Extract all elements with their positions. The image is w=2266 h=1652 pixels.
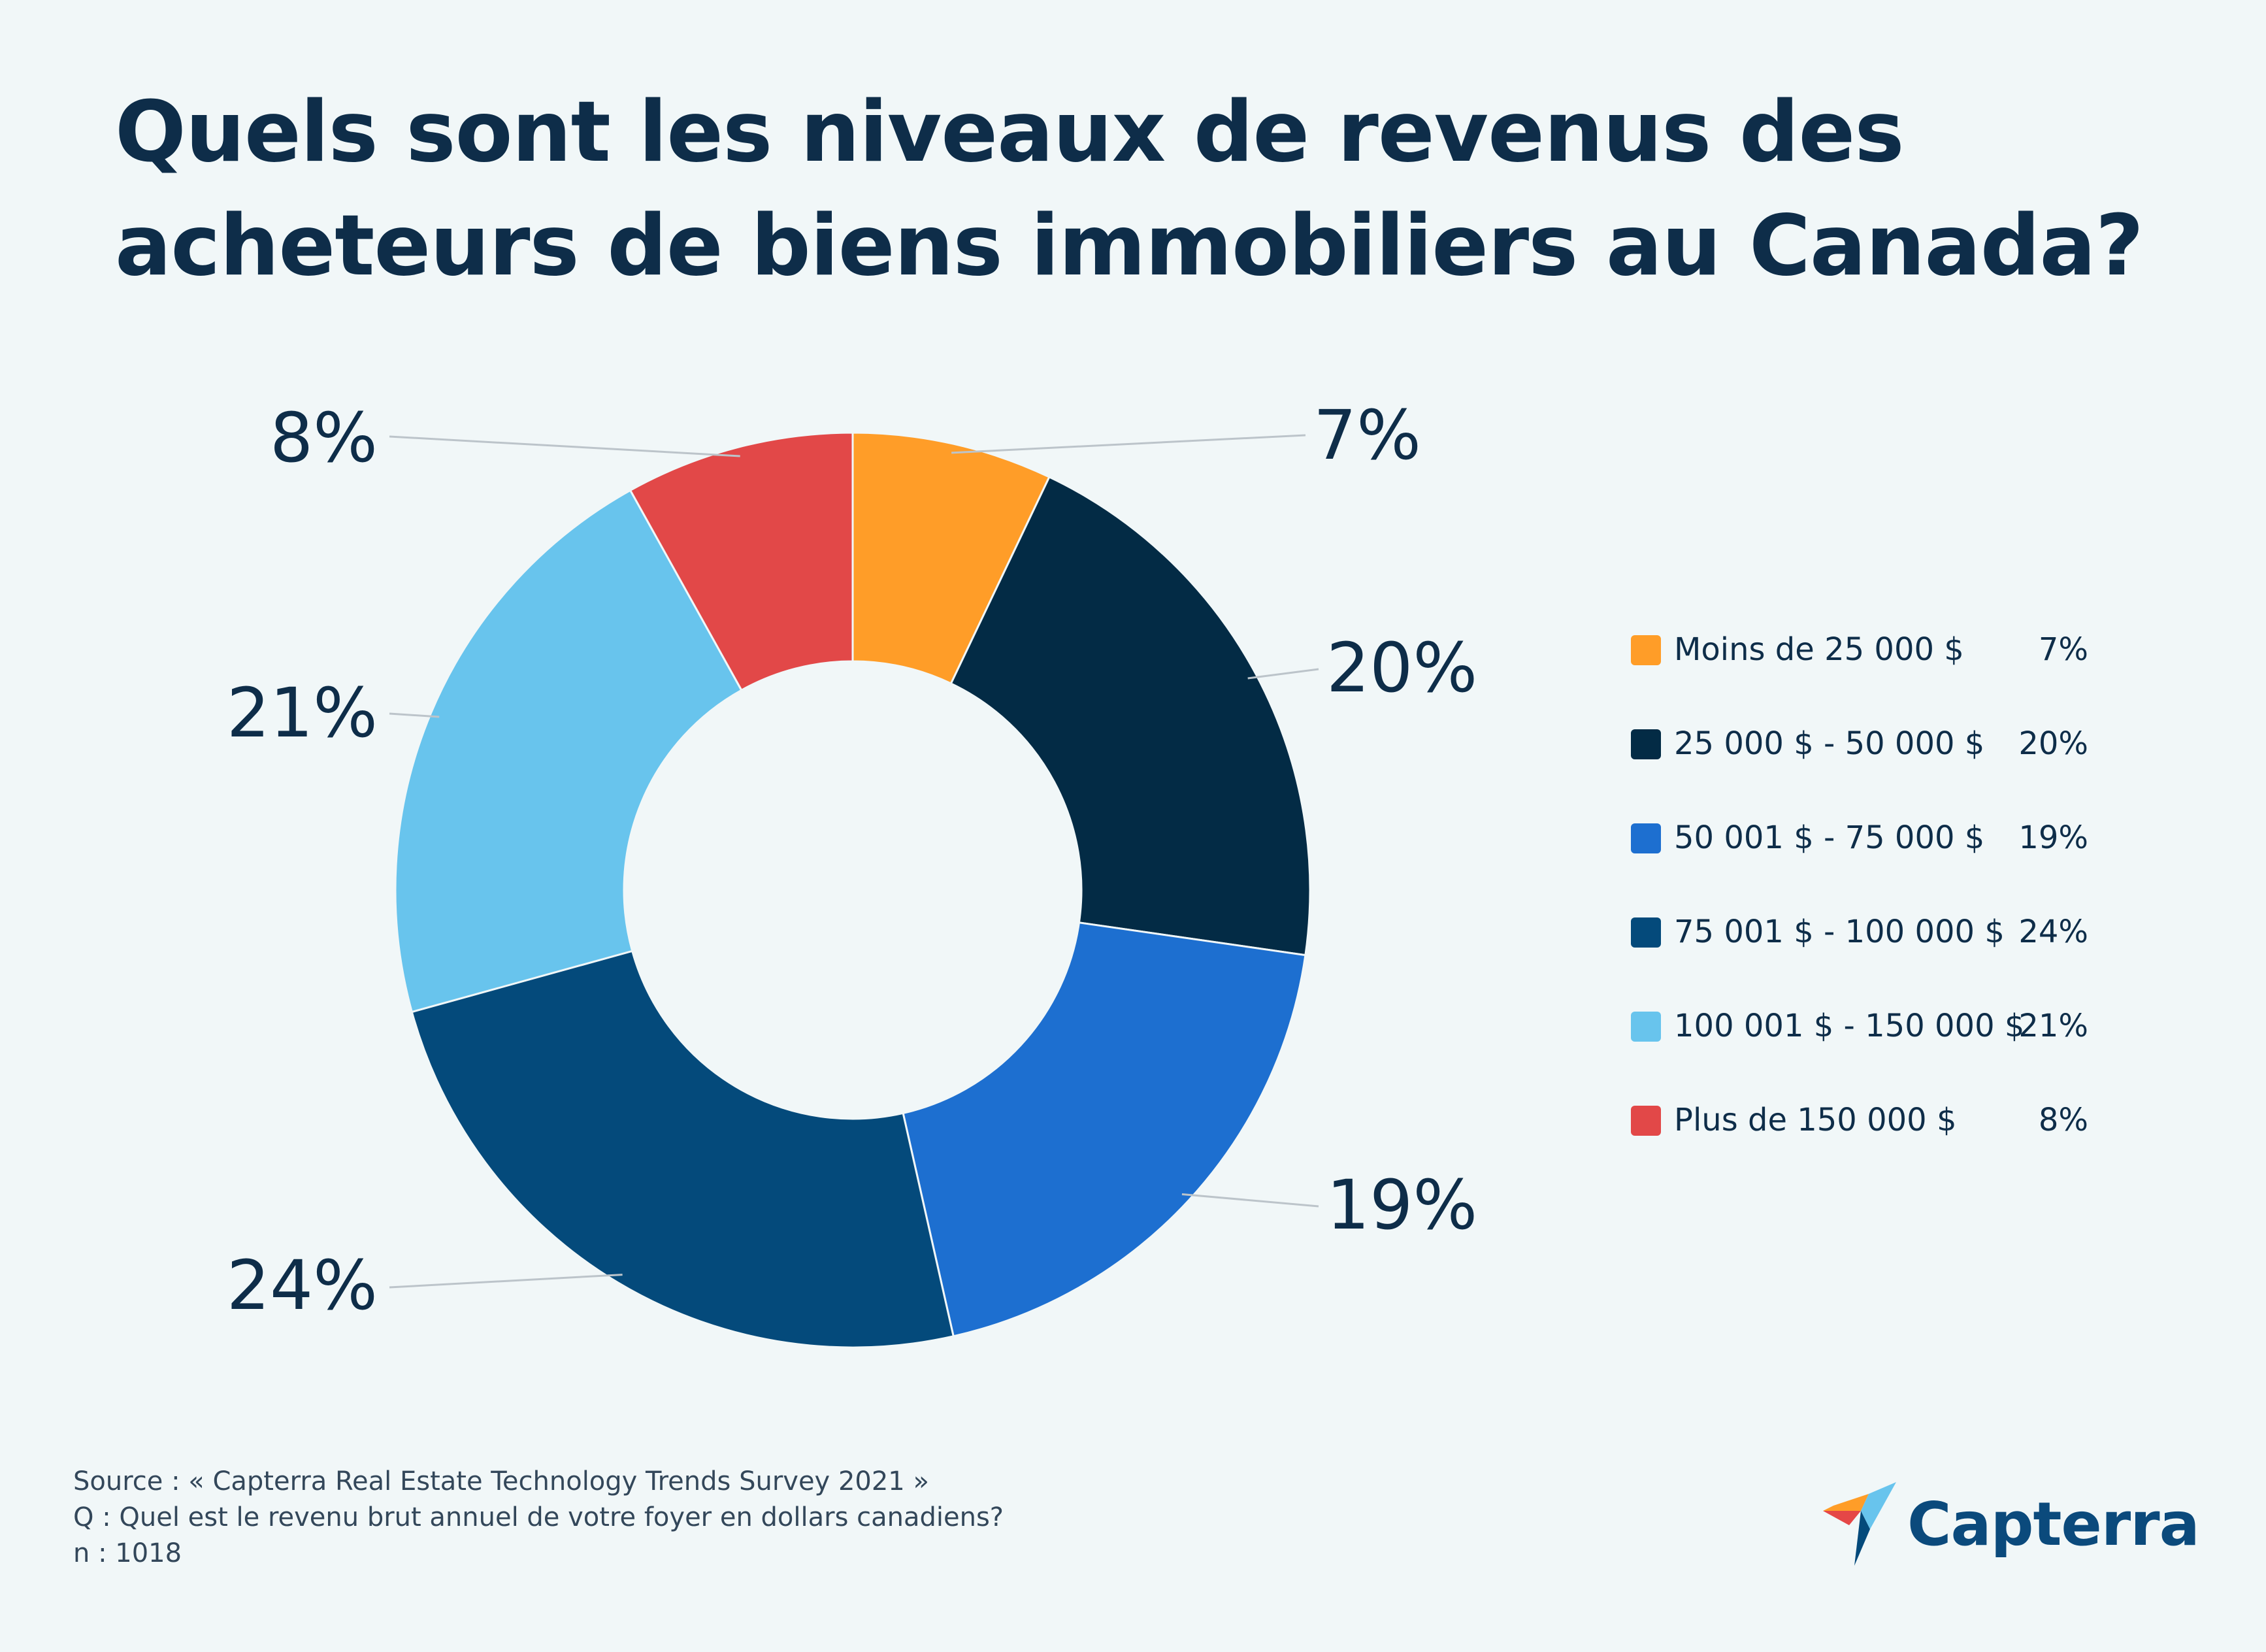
chart-footer: Source : « Capterra Real Estate Technolo…: [73, 1464, 1004, 1572]
slice-label: 8%: [270, 398, 378, 478]
capterra-logo: Capterra: [1823, 1478, 2200, 1570]
source-note: Source : « Capterra Real Estate Technolo…: [73, 1466, 929, 1496]
leader-line: [389, 1274, 623, 1289]
logo-darkblue-shard: [1854, 1511, 1870, 1566]
legend-value: 21%: [2018, 1008, 2088, 1044]
sample-size: n : 1018: [73, 1538, 182, 1568]
legend-item: Moins de 25 000 $ 7%: [1631, 626, 2088, 720]
donut-slice: [629, 431, 854, 692]
slice-label: 24%: [227, 1246, 378, 1325]
legend-item: Plus de 150 000 $ 8%: [1631, 1097, 2088, 1191]
legend-label: 25 000 $ - 50 000 $: [1674, 725, 1985, 762]
legend-label: Plus de 150 000 $: [1674, 1102, 1957, 1138]
survey-question: Q : Quel est le revenu brut annuel de vo…: [73, 1502, 1004, 1532]
legend-value: 8%: [2038, 1102, 2088, 1138]
legend-swatch: [1631, 635, 1661, 665]
slice-label: 20%: [1326, 628, 1477, 708]
leader-line: [951, 434, 1306, 454]
legend-swatch: [1631, 1106, 1661, 1136]
legend-label: 50 001 $ - 75 000 $: [1674, 819, 1985, 856]
legend-item: 50 001 $ - 75 000 $ 19%: [1631, 814, 2088, 908]
page-title-line-2: acheteurs de biens immobiliers au Canada…: [115, 197, 2144, 295]
legend-label: 100 001 $ - 150 000 $: [1674, 1008, 2025, 1044]
page-title-line-1: Quels sont les niveaux de revenus des: [115, 84, 1904, 181]
donut-slice: [410, 950, 955, 1349]
legend-item: 75 001 $ - 100 000 $ 24%: [1631, 908, 2088, 1002]
leader-line: [389, 712, 440, 718]
logo-orange-shard: [1823, 1494, 1869, 1511]
leader-line: [1181, 1193, 1319, 1208]
capterra-arrow-icon: [1823, 1482, 1896, 1566]
legend-swatch: [1631, 823, 1661, 853]
logo-lightblue-shard: [1861, 1482, 1896, 1529]
legend-value: 7%: [2038, 631, 2088, 668]
chart-legend: Moins de 25 000 $ 7% 25 000 $ - 50 000 $ 20…: [1631, 626, 2088, 1191]
legend-label: Moins de 25 000 $: [1674, 631, 1964, 668]
leader-line: [389, 435, 740, 457]
logo-red-shard: [1823, 1511, 1861, 1525]
donut-slice: [394, 489, 743, 1014]
legend-swatch: [1631, 1012, 1661, 1042]
donut-slice: [851, 431, 1051, 685]
leader-line: [1247, 668, 1319, 680]
donut-slice: [949, 475, 1311, 957]
legend-swatch: [1631, 729, 1661, 759]
legend-value: 24%: [2018, 914, 2088, 950]
legend-label: 75 001 $ - 100 000 $: [1674, 914, 2005, 950]
legend-value: 19%: [2018, 819, 2088, 856]
slice-label: 19%: [1326, 1165, 1477, 1245]
legend-item: 25 000 $ - 50 000 $ 20%: [1631, 720, 2088, 814]
donut-slice: [902, 921, 1307, 1338]
slice-label: 21%: [227, 673, 378, 753]
slice-label: 7%: [1313, 395, 1421, 475]
brand-name: Capterra: [1907, 1489, 2200, 1559]
legend-value: 20%: [2018, 725, 2088, 762]
legend-swatch: [1631, 917, 1661, 948]
legend-item: 100 001 $ - 150 000 $21%: [1631, 1002, 2088, 1097]
